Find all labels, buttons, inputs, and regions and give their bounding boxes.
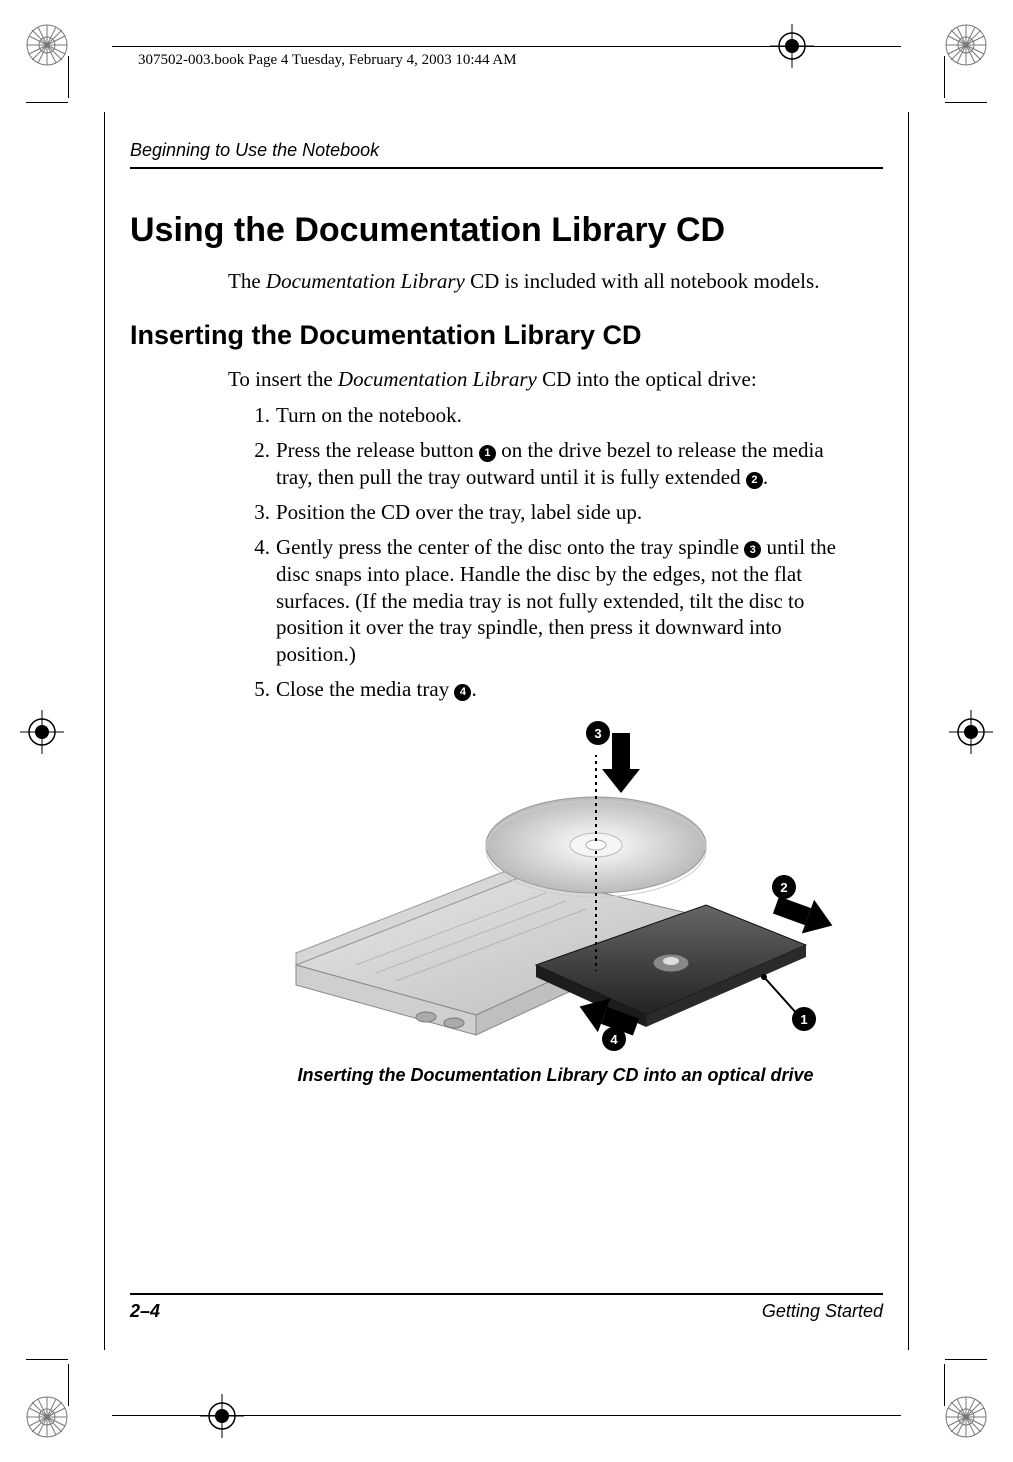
text: The	[228, 269, 266, 293]
registration-mark-icon	[20, 710, 64, 754]
text: .	[471, 677, 476, 701]
step-item: 3. Position the CD over the tray, label …	[250, 499, 883, 526]
step-item: 1. Turn on the notebook.	[250, 402, 883, 429]
step-number: 3.	[250, 499, 276, 526]
rosette-icon	[943, 22, 989, 68]
registration-mark-icon	[770, 24, 814, 68]
rosette-icon	[24, 1394, 70, 1440]
registration-mark-icon	[949, 710, 993, 754]
text: To insert the	[228, 367, 338, 391]
step-body: Position the CD over the tray, label sid…	[276, 499, 883, 526]
callout-badge-icon: 2	[746, 472, 763, 489]
notebook-optical-drive-illustration-icon: 3 2 1 4	[276, 715, 836, 1055]
step-number: 1.	[250, 402, 276, 429]
step-body: Close the media tray 4.	[276, 676, 883, 703]
step-item: 5. Close the media tray 4.	[250, 676, 883, 703]
svg-text:1: 1	[800, 1012, 807, 1027]
text: Close the media tray	[276, 677, 454, 701]
crop-mark	[945, 102, 987, 103]
svg-text:2: 2	[780, 880, 787, 895]
text: CD is included with all notebook models.	[465, 269, 820, 293]
page-footer: 2–4 Getting Started	[130, 1293, 883, 1322]
intro-paragraph: The Documentation Library CD is included…	[228, 268, 883, 294]
text-italic: Documentation Library	[266, 269, 465, 293]
rosette-icon	[943, 1394, 989, 1440]
frame-line	[104, 112, 105, 1350]
step-number: 5.	[250, 676, 276, 703]
step-item: 4. Gently press the center of the disc o…	[250, 534, 883, 668]
step-number: 4.	[250, 534, 276, 668]
rosette-icon	[24, 22, 70, 68]
page-content: Beginning to Use the Notebook Using the …	[130, 140, 883, 1322]
footer-doc-title: Getting Started	[762, 1301, 883, 1322]
step-body: Gently press the center of the disc onto…	[276, 534, 883, 668]
heading-2: Inserting the Documentation Library CD	[130, 320, 883, 351]
step-number: 2.	[250, 437, 276, 491]
page-number: 2–4	[130, 1301, 160, 1322]
step-item: 2. Press the release button 1 on the dri…	[250, 437, 883, 491]
book-info-text: 307502-003.book Page 4 Tuesday, February…	[138, 52, 517, 69]
step-body: Press the release button 1 on the drive …	[276, 437, 883, 491]
callout-badge-icon: 3	[744, 541, 761, 558]
frame-line	[908, 112, 909, 1350]
text: .	[763, 465, 768, 489]
figure-caption: Inserting the Documentation Library CD i…	[228, 1065, 883, 1086]
running-head: Beginning to Use the Notebook	[130, 140, 883, 169]
lead-paragraph: To insert the Documentation Library CD i…	[228, 367, 883, 392]
crop-mark	[26, 1359, 68, 1360]
svg-text:4: 4	[610, 1032, 618, 1047]
svg-text:3: 3	[594, 726, 601, 741]
step-body: Turn on the notebook.	[276, 402, 883, 429]
text: Gently press the center of the disc onto…	[276, 535, 744, 559]
callout-badge-icon: 1	[479, 445, 496, 462]
text-italic: Documentation Library	[338, 367, 537, 391]
text: CD into the optical drive:	[537, 367, 757, 391]
ordered-steps: 1. Turn on the notebook. 2. Press the re…	[250, 402, 883, 703]
text: Press the release button	[276, 438, 479, 462]
crop-mark	[26, 102, 68, 103]
callout-badge-icon: 4	[454, 684, 471, 701]
registration-mark-icon	[200, 1394, 244, 1438]
heading-1: Using the Documentation Library CD	[130, 211, 883, 250]
figure: 3 2 1 4 Inserting the Documentation Libr…	[228, 715, 883, 1086]
crop-mark	[945, 1359, 987, 1360]
